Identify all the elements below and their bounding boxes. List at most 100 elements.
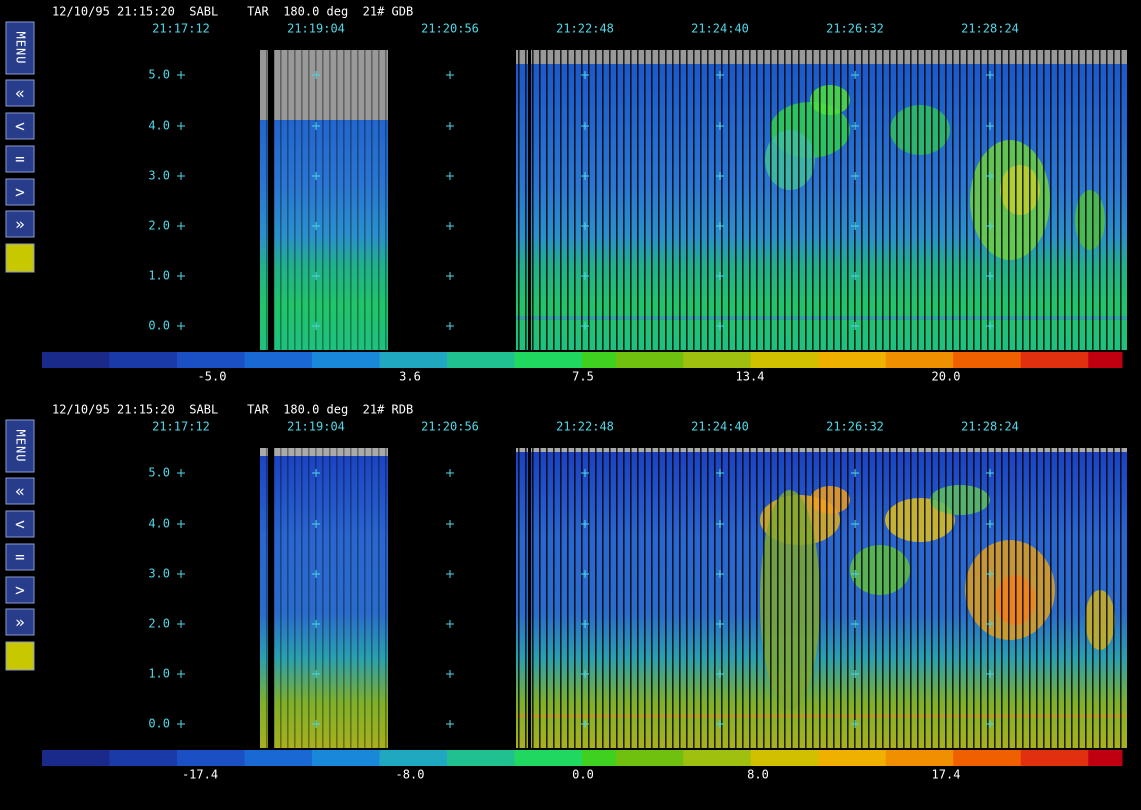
colorbar-label: 7.5	[572, 370, 594, 384]
colorbar-cell	[953, 750, 988, 766]
menu-label[interactable]: MENU	[14, 430, 28, 463]
color-button[interactable]	[5, 243, 35, 273]
colorbar-cell	[143, 352, 178, 368]
menu-label[interactable]: MENU	[14, 32, 28, 65]
colorbar-label: 0.0	[572, 768, 594, 782]
time-label: 21:19:04	[287, 420, 345, 434]
colorbar-label: -8.0	[396, 768, 425, 782]
stripes	[516, 448, 1127, 748]
nav-button[interactable]	[5, 477, 35, 505]
colorbar-cell	[210, 750, 245, 766]
nav-button[interactable]	[5, 79, 35, 107]
nav-button[interactable]	[5, 178, 35, 206]
colorbar-cell	[582, 352, 617, 368]
colorbar-cell	[582, 750, 617, 766]
colorbar-cell	[109, 352, 144, 368]
colorbar-cell	[312, 352, 347, 368]
colorbar-cell	[750, 750, 785, 766]
panel-header: 12/10/95 21:15:20 SABL TAR 180.0 deg 21#…	[52, 403, 413, 417]
colorbar-cell	[717, 750, 752, 766]
time-label: 21:26:32	[826, 22, 884, 36]
nav-button-label: <	[15, 117, 25, 136]
colorbar-cell	[919, 750, 954, 766]
time-label: 21:19:04	[287, 22, 345, 36]
nav-button[interactable]	[5, 510, 35, 538]
colorbar-cell	[413, 352, 448, 368]
height-label: 3.0	[148, 567, 170, 581]
nav-button[interactable]	[5, 543, 35, 571]
gap-bar	[528, 448, 531, 748]
colorbar-cell	[852, 750, 887, 766]
colorbar-cell	[683, 352, 718, 368]
height-label: 1.0	[148, 667, 170, 681]
colorbar-cell	[42, 750, 77, 766]
nav-button[interactable]	[5, 145, 35, 173]
colorbar-label: 13.4	[736, 370, 765, 384]
colorbar-cell	[852, 352, 887, 368]
colorbar-cell	[514, 750, 549, 766]
colorbar-cell	[177, 352, 212, 368]
height-label: 2.0	[148, 617, 170, 631]
color-button[interactable]	[5, 641, 35, 671]
colorbar-cell	[1020, 352, 1055, 368]
colorbar-cell	[75, 352, 110, 368]
colorbar-cell	[413, 750, 448, 766]
colorbar-label: 3.6	[399, 370, 421, 384]
colorbar-label: 17.4	[932, 768, 961, 782]
colorbar-cell	[987, 750, 1022, 766]
colorbar-cell	[1054, 352, 1089, 368]
colorbar-cell	[109, 750, 144, 766]
gap-bar	[528, 50, 531, 350]
colorbar-cell	[210, 352, 245, 368]
colorbar-cell	[480, 352, 515, 368]
colorbar-label: -17.4	[182, 768, 218, 782]
colorbar-cell	[750, 352, 785, 368]
nav-button-label: »	[15, 613, 25, 632]
menu-button[interactable]	[5, 419, 35, 473]
gap-bar	[268, 50, 274, 350]
stripes	[516, 50, 1127, 350]
colorbar-cell	[818, 750, 853, 766]
colorbar-cell	[784, 352, 819, 368]
nav-button-label: >	[15, 183, 25, 202]
nav-button-label: =	[15, 150, 25, 169]
colorbar-cell	[818, 352, 853, 368]
colorbar-cell	[1054, 750, 1089, 766]
nav-button-label: »	[15, 215, 25, 234]
colorbar-cell	[143, 750, 178, 766]
colorbar-cell	[244, 750, 279, 766]
colorbar-label: 20.0	[932, 370, 961, 384]
nav-button-label: «	[15, 84, 25, 103]
time-label: 21:17:12	[152, 420, 210, 434]
colorbar-cell	[379, 352, 414, 368]
colorbar-cell	[919, 352, 954, 368]
colorbar-cell	[278, 352, 313, 368]
height-label: 3.0	[148, 169, 170, 183]
nav-button[interactable]	[5, 112, 35, 140]
colorbar-label: -5.0	[198, 370, 227, 384]
colorbar-cell	[75, 750, 110, 766]
nav-button[interactable]	[5, 210, 35, 238]
nav-button-label: >	[15, 581, 25, 600]
colorbar-cell	[244, 352, 279, 368]
nav-button-label: =	[15, 548, 25, 567]
colorbar-cell	[312, 750, 347, 766]
colorbar-cell	[345, 750, 380, 766]
colorbar-cell	[548, 750, 583, 766]
height-label: 5.0	[148, 466, 170, 480]
colorbar-cell	[885, 750, 920, 766]
height-label: 1.0	[148, 269, 170, 283]
colorbar-cell	[885, 352, 920, 368]
height-label: 4.0	[148, 517, 170, 531]
colorbar-cell	[717, 352, 752, 368]
nav-button[interactable]	[5, 576, 35, 604]
height-label: 0.0	[148, 717, 170, 731]
time-label: 21:26:32	[826, 420, 884, 434]
menu-button[interactable]	[5, 21, 35, 75]
nav-button[interactable]	[5, 608, 35, 636]
time-label: 21:24:40	[691, 420, 749, 434]
time-label: 21:20:56	[421, 22, 479, 36]
time-label: 21:17:12	[152, 22, 210, 36]
nav-button-label: <	[15, 515, 25, 534]
